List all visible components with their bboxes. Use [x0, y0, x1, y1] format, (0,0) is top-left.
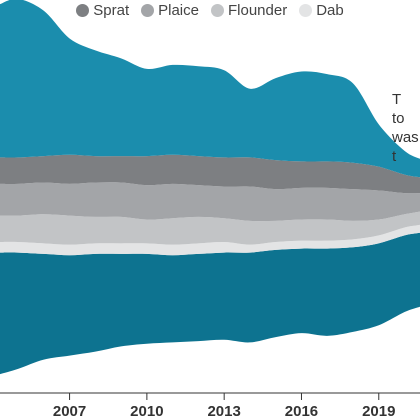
stream-layer-sprat [0, 154, 420, 194]
legend-label-plaice: Plaice [158, 1, 199, 19]
legend-item-sprat: Sprat [76, 2, 129, 19]
annotation-line: T [392, 91, 402, 108]
legend-swatch-flounder [210, 3, 224, 17]
annotation-line: was [392, 129, 419, 146]
stream-layer-plaice [0, 182, 420, 222]
x-tick-label-2007: 2007 [53, 403, 86, 420]
chart-annotation: T to was t [392, 90, 420, 166]
legend-swatch-dab [299, 3, 313, 17]
legend: Sprat Plaice Flounder Dab [0, 0, 420, 20]
legend-item-dab: Dab [299, 2, 344, 19]
x-tick-label-2016: 2016 [285, 403, 318, 420]
x-tick-label-2019: 2019 [362, 403, 395, 420]
stream-layer-dab [0, 224, 420, 256]
legend-label-dab: Dab [316, 1, 344, 19]
legend-label-sprat: Sprat [93, 1, 130, 19]
legend-item-flounder: Flounder [210, 1, 288, 19]
annotation-line: t [392, 148, 397, 165]
legend-item-plaice: Plaice [141, 2, 199, 19]
stream-layer-flounder [0, 211, 420, 245]
legend-swatch-sprat [76, 3, 90, 17]
legend-swatch-plaice [141, 3, 155, 17]
x-tick-label-2013: 2013 [207, 403, 240, 420]
stream-layer-upper-teal [0, 0, 420, 178]
legend-label-flounder: Flounder [227, 1, 288, 19]
stream-layer-lower-teal [0, 232, 420, 375]
annotation-line: to [392, 110, 405, 127]
x-tick-label-2010: 2010 [130, 403, 163, 420]
